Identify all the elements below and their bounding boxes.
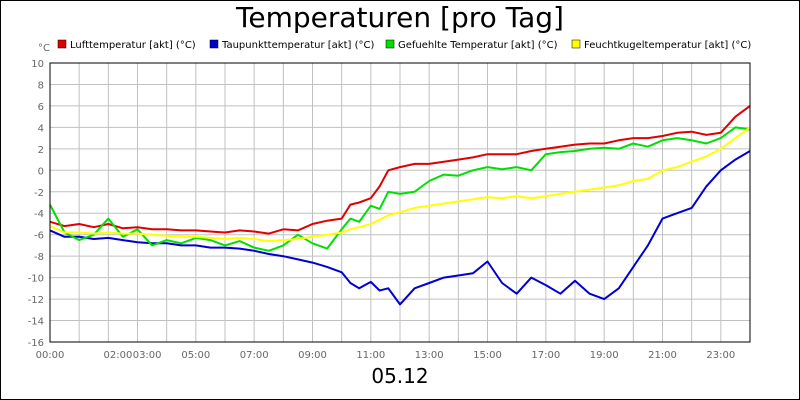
- x-axis: 00:00 02:00 03:00 05:00 07:00 09:00 11:00 13:00…: [36, 350, 736, 361]
- legend-swatch: [385, 39, 395, 49]
- legend-label: Feuchtkugeltemperatur [akt] (°C): [584, 40, 751, 51]
- x-tick-label: 21:00: [648, 350, 677, 361]
- x-tick-label: 19:00: [590, 350, 619, 361]
- y-tick-label: -2: [34, 188, 44, 199]
- legend-label: Gefuehlte Temperatur [akt] (°C): [398, 40, 558, 51]
- y-tick-label: -14: [28, 317, 44, 328]
- x-tick-label: 23:00: [706, 350, 735, 361]
- series-line-4: [49, 126, 751, 243]
- series-lines: [49, 105, 751, 306]
- x-tick-label: 09:00: [298, 350, 327, 361]
- y-tick-label: -8: [34, 252, 44, 263]
- x-tick-label: 11:00: [356, 350, 385, 361]
- legend-swatch: [209, 39, 219, 49]
- legend-item-1: Lufttemperatur [akt] (°C): [57, 39, 196, 51]
- legend-item-3: Gefuehlte Temperatur [akt] (°C): [385, 39, 558, 51]
- y-tick-label: 10: [31, 59, 44, 70]
- y-axis-unit: °C: [38, 43, 50, 54]
- x-tick-label: 17:00: [531, 350, 560, 361]
- x-tick-label: 03:00: [133, 350, 162, 361]
- x-tick-label: 07:00: [240, 350, 269, 361]
- chart-title: Temperaturen [pro Tag]: [236, 1, 564, 34]
- y-tick-label: 8: [38, 80, 44, 91]
- series-line-1: [49, 105, 751, 235]
- x-tick-label: 13:00: [415, 350, 444, 361]
- legend-swatch: [57, 39, 67, 49]
- y-tick-label: 6: [38, 102, 44, 113]
- x-tick-label: 15:00: [473, 350, 502, 361]
- y-axis: -16 -14 -12 -10 -8 -6 -4 -2 0 2 4 6 8 10: [28, 59, 44, 349]
- y-tick-label: 4: [38, 123, 44, 134]
- legend: Lufttemperatur [akt] (°C) Taupunkttempera…: [57, 39, 751, 51]
- x-tick-label: 05:00: [181, 350, 210, 361]
- date-label: 05.12: [371, 364, 429, 388]
- series-line-2: [49, 150, 751, 306]
- y-tick-label: 0: [38, 166, 44, 177]
- y-tick-label: -10: [28, 274, 44, 285]
- x-tick-label: 02:00: [104, 350, 133, 361]
- legend-item-2: Taupunkttemperatur [akt] (°C): [209, 39, 374, 51]
- legend-label: Lufttemperatur [akt] (°C): [70, 40, 196, 51]
- y-tick-label: -16: [28, 338, 44, 349]
- plot-border: [49, 62, 751, 343]
- y-tick-label: -6: [34, 231, 44, 242]
- x-tick-label: 00:00: [36, 350, 65, 361]
- legend-label: Taupunkttemperatur [akt] (°C): [221, 40, 374, 51]
- legend-item-4: Feuchtkugeltemperatur [akt] (°C): [571, 39, 751, 51]
- series-line-3: [49, 126, 751, 252]
- y-tick-label: 2: [38, 145, 44, 156]
- y-tick-label: -4: [34, 209, 44, 220]
- y-tick-label: -12: [28, 295, 44, 306]
- legend-swatch: [571, 39, 581, 49]
